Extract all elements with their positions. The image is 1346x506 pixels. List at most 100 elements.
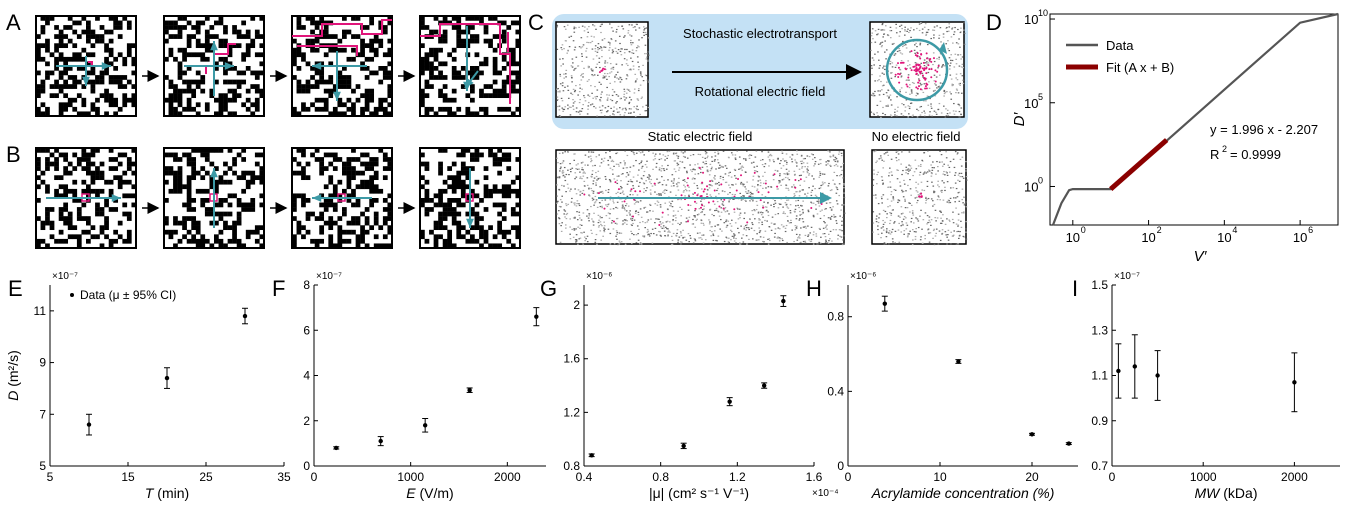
speckle-dot xyxy=(592,58,595,60)
maze-cell xyxy=(382,106,388,112)
speckle-dot xyxy=(609,181,612,183)
speckle-dot xyxy=(641,165,644,167)
speckle-dot xyxy=(613,106,615,108)
maze-cell xyxy=(442,207,448,212)
maze-cell xyxy=(460,66,466,71)
speckle-dot xyxy=(742,195,744,197)
speckle-dot xyxy=(717,150,719,152)
speckle-dot xyxy=(929,97,931,100)
particle-dot xyxy=(698,166,701,169)
speckle-dot xyxy=(598,81,601,83)
maze-cell xyxy=(186,43,192,49)
speckle-dot xyxy=(733,233,735,235)
speckle-dot xyxy=(939,222,942,224)
speckle-dot xyxy=(923,100,925,102)
maze-cell xyxy=(191,161,197,167)
speckle-dot xyxy=(767,238,769,240)
speckle-dot xyxy=(729,187,731,189)
speckle-dot xyxy=(736,150,739,152)
speckle-dot xyxy=(804,157,806,160)
maze-cell xyxy=(510,20,516,26)
speckle-dot xyxy=(645,211,648,213)
maze-cell xyxy=(351,166,356,171)
speckle-dot xyxy=(696,232,699,234)
maze-cell xyxy=(191,207,197,212)
particle-dot xyxy=(918,63,921,66)
speckle-dot xyxy=(791,186,793,188)
speckle-dot xyxy=(891,66,894,68)
particle-dot xyxy=(916,54,919,57)
speckle-dot xyxy=(759,179,762,181)
speckle-dot xyxy=(764,171,766,173)
maze-cell xyxy=(433,75,439,80)
particle-dot xyxy=(602,67,605,70)
maze-cell xyxy=(241,102,247,108)
maze-cell xyxy=(447,111,453,117)
maze-cell xyxy=(346,175,352,181)
speckle-dot xyxy=(717,152,720,154)
maze-cell xyxy=(497,202,503,208)
speckle-dot xyxy=(635,201,637,203)
maze-cell xyxy=(177,93,183,99)
maze-cell xyxy=(373,198,379,203)
speckle-dot xyxy=(620,188,622,190)
maze-cell xyxy=(433,193,439,199)
speckle-dot xyxy=(885,65,887,67)
speckle-dot xyxy=(703,163,706,165)
speckle-dot xyxy=(617,163,620,166)
speckle-dot xyxy=(623,114,626,116)
speckle-dot xyxy=(918,56,921,58)
maze-cell xyxy=(360,179,365,185)
maze-cell xyxy=(218,198,224,203)
maze-cell xyxy=(164,56,169,62)
maze-cell xyxy=(301,225,306,231)
maze-cell xyxy=(104,29,109,35)
speckle-dot xyxy=(770,222,773,224)
speckle-dot xyxy=(748,195,751,197)
speckle-dot xyxy=(615,50,618,53)
maze-cell xyxy=(492,161,498,167)
speckle-dot xyxy=(901,53,904,55)
speckle-fields xyxy=(555,21,968,246)
maze-cell xyxy=(351,111,356,117)
speckle-dot xyxy=(946,174,949,176)
speckle-dot xyxy=(805,176,808,178)
maze-cell xyxy=(58,84,64,89)
particle-dot xyxy=(925,66,928,69)
speckle-dot xyxy=(794,173,796,175)
speckle-dot xyxy=(964,203,966,205)
speckle-dot xyxy=(776,170,779,172)
speckle-dot xyxy=(599,186,601,188)
speckle-dot xyxy=(908,202,910,204)
speckle-dot xyxy=(965,170,967,172)
speckle-dot xyxy=(605,152,607,154)
particle-dot xyxy=(936,70,939,73)
speckle-dot xyxy=(941,180,944,182)
speckle-dot xyxy=(644,164,647,166)
speckle-dot xyxy=(825,161,828,163)
speckle-dot xyxy=(559,206,562,208)
maze-cell xyxy=(483,234,489,240)
speckle-dot xyxy=(877,202,880,205)
speckle-dot xyxy=(959,230,961,233)
speckle-dot xyxy=(703,208,705,210)
maze-cell xyxy=(173,243,178,249)
speckle-dot xyxy=(632,152,635,154)
y-tick-exponent: 5 xyxy=(1038,92,1043,102)
speckle-dot xyxy=(628,101,631,104)
maze-cell xyxy=(195,70,201,76)
speckle-dot xyxy=(611,67,614,69)
speckle-dot xyxy=(937,67,939,69)
speckle-dot xyxy=(965,160,967,163)
maze-cell xyxy=(515,29,521,35)
maze-cell xyxy=(218,111,224,117)
speckle-dot xyxy=(694,164,696,166)
speckle-dot xyxy=(712,234,715,237)
maze-cell xyxy=(387,166,393,171)
maze-cell xyxy=(438,148,443,153)
chart-g: 0.4 0.8 1.2 1.60.81.21.62×10⁻⁶×10⁻⁴|μ| (cm²… xyxy=(563,271,838,501)
speckle-dot xyxy=(579,194,582,196)
speckle-dot xyxy=(767,151,770,153)
speckle-dot xyxy=(614,222,617,224)
maze-cell xyxy=(259,61,265,67)
